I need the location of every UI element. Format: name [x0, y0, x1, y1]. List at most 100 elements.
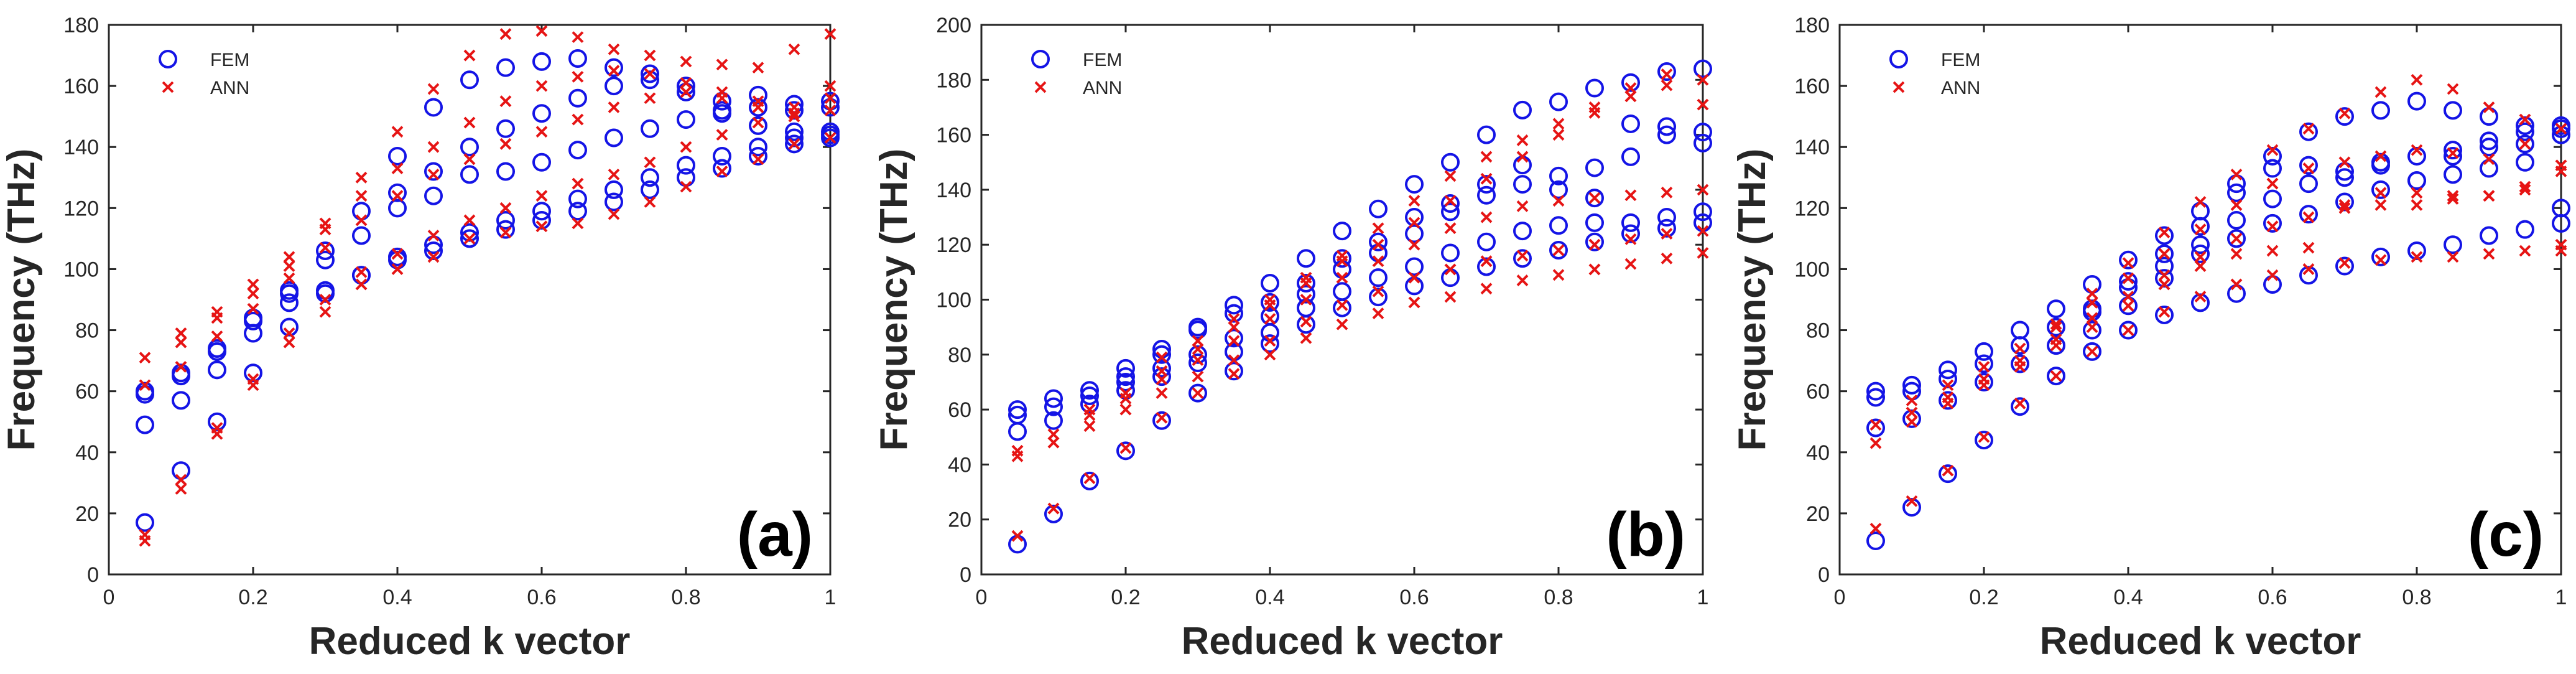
ann-point: [2158, 269, 2171, 281]
ann-point: [1372, 255, 1384, 268]
fem-point: [677, 77, 695, 96]
series-fem: [1866, 91, 2570, 551]
fem-point: [568, 141, 587, 160]
ann-point: [2411, 199, 2423, 211]
ann-point: [2302, 211, 2315, 223]
ann-point: [680, 55, 692, 68]
fem-point: [2335, 107, 2354, 126]
ann-point: [572, 217, 584, 230]
ann-point: [2555, 159, 2567, 172]
x-tick-label: 0.6: [527, 586, 556, 609]
ann-point: [427, 83, 440, 95]
ann-point: [1336, 318, 1348, 330]
ann-point: [1661, 252, 1673, 264]
fem-point: [388, 183, 407, 202]
ann-point: [608, 208, 620, 220]
fem-point: [2299, 174, 2318, 194]
x-tick-label: 0.2: [1111, 586, 1140, 609]
ann-point: [1588, 263, 1601, 276]
fem-point: [1621, 213, 1640, 232]
x-tick-label: 0.4: [2113, 586, 2143, 609]
fem-point: [1152, 367, 1171, 386]
fem-point: [1477, 257, 1496, 276]
ann-point: [1697, 247, 1709, 259]
fem-point: [1080, 471, 1099, 490]
fem-point: [1975, 354, 1993, 373]
legend-fem-marker: [1889, 50, 1908, 68]
ann-point: [463, 214, 476, 227]
fem-point: [496, 58, 515, 77]
x-axis-label: Reduced k vector: [2040, 620, 2361, 663]
fem-point: [785, 128, 804, 147]
ann-point: [824, 92, 836, 105]
x-axis-label: Reduced k vector: [1182, 620, 1503, 663]
fem-point: [1080, 395, 1099, 414]
y-tick-label: 0: [1818, 563, 1830, 587]
ann-point: [1408, 217, 1420, 229]
fem-point: [1939, 464, 1957, 484]
ann-point: [1552, 118, 1565, 130]
ann-point: [2050, 318, 2062, 330]
ann-point: [1156, 411, 1168, 424]
fem-point: [641, 119, 659, 138]
ann-point: [427, 251, 440, 263]
ann-point: [1408, 238, 1420, 251]
ann-point: [2158, 227, 2171, 238]
ann-point: [788, 101, 800, 113]
fem-point: [749, 116, 767, 135]
fem-point: [460, 165, 479, 184]
ann-point: [2158, 306, 2171, 318]
fem-point: [2516, 134, 2534, 154]
legend-ann-marker: [1034, 81, 1047, 93]
ann-point: [2086, 321, 2098, 334]
fem-point: [1866, 531, 1885, 551]
ann-point: [2519, 138, 2531, 150]
fem-point: [460, 138, 479, 157]
fem-point: [568, 88, 587, 108]
fem-point: [316, 250, 335, 269]
series-fem: [136, 49, 840, 532]
fem-point: [1152, 358, 1171, 378]
fem-point: [1333, 249, 1351, 268]
panel-a: 0 0.2 0.4 0.6 0.8 1 0 20 40 60 80 100 120 140 160 180 Re…: [0, 14, 840, 663]
ann-point: [1588, 192, 1601, 204]
fem-point: [352, 266, 371, 285]
fem-point: [785, 122, 804, 141]
fem-point: [1044, 397, 1063, 416]
fem-point: [496, 220, 515, 239]
fem-point: [1549, 166, 1568, 185]
fem-point: [1261, 293, 1279, 312]
ann-point: [499, 227, 512, 238]
ann-point: [1661, 79, 1673, 91]
ann-point: [2519, 180, 2531, 193]
ann-point: [644, 92, 656, 105]
fem-point: [2299, 205, 2318, 224]
fem-point: [2444, 146, 2462, 166]
ann-point: [752, 95, 764, 108]
x-axis-label: Reduced k vector: [309, 620, 631, 663]
fem-point: [1405, 224, 1424, 243]
ann-point: [1588, 101, 1601, 113]
ann-point: [608, 65, 620, 77]
ann-point: [1480, 211, 1493, 223]
ann-point: [1624, 233, 1637, 245]
fem-point: [2444, 165, 2462, 184]
fem-point: [2011, 321, 2029, 340]
fem-point: [1513, 175, 1532, 194]
y-tick-label: 160: [1794, 75, 1830, 98]
ann-point: [716, 129, 728, 141]
fem-point: [2335, 192, 2354, 212]
fem-point: [1657, 62, 1676, 82]
ann-point: [283, 251, 295, 263]
fem-point: [208, 412, 226, 431]
fem-point: [280, 317, 299, 337]
ann-point: [2374, 199, 2387, 211]
ann-point: [2122, 299, 2134, 312]
fem-point: [605, 77, 623, 96]
fem-point: [2263, 189, 2282, 208]
fem-point: [1939, 370, 1957, 389]
ann-point: [608, 43, 620, 55]
ann-point: [355, 214, 368, 227]
fem-point: [2299, 156, 2318, 175]
fem-point: [2227, 183, 2246, 202]
